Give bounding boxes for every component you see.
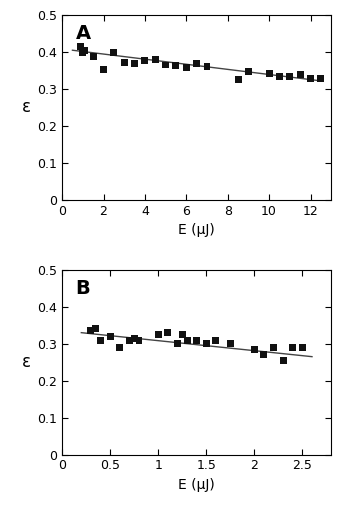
Point [90,53,96,61]
Point [127,336,132,344]
Point [228,340,233,348]
Y-axis label: ε: ε [22,98,31,117]
Point [107,332,113,340]
Point [78,42,83,50]
Point [318,75,324,83]
Point [82,46,88,54]
Point [132,59,137,67]
Point [299,343,305,351]
X-axis label: E (μJ): E (μJ) [178,478,215,492]
Point [246,67,251,75]
Y-axis label: ε: ε [22,353,31,371]
Point [80,48,86,56]
Point [235,76,241,84]
Point [93,325,99,333]
Point [184,64,189,72]
Point [156,330,161,338]
Point [204,63,210,71]
Point [213,336,219,344]
Point [101,65,106,73]
Point [204,340,209,348]
Point [184,336,190,344]
Point [252,345,257,353]
Point [121,58,127,66]
Point [280,357,286,365]
Point [88,327,94,335]
Text: B: B [76,279,90,298]
Point [131,334,137,342]
Point [297,70,303,78]
Point [111,49,117,57]
Text: A: A [76,24,91,43]
Point [194,60,199,68]
Point [290,343,296,351]
Point [117,343,122,351]
Point [175,340,180,348]
Point [165,329,170,337]
Point [266,69,272,77]
Point [287,73,293,81]
Point [308,75,313,83]
Point [271,343,276,351]
Point [261,351,267,359]
Point [179,330,185,338]
X-axis label: E (μJ): E (μJ) [178,223,215,237]
Point [277,72,282,80]
Point [152,56,158,64]
Point [194,336,199,344]
Point [98,336,103,344]
Point [173,62,179,70]
Point [142,56,148,64]
Point [136,336,142,344]
Point [163,61,168,69]
